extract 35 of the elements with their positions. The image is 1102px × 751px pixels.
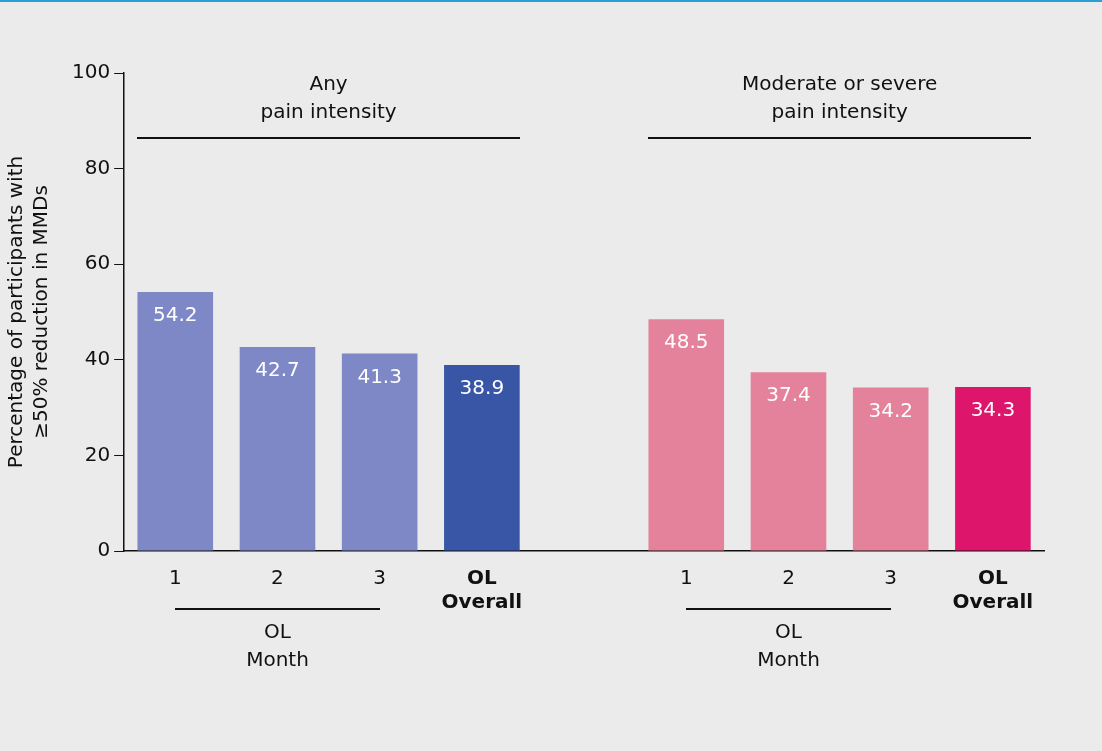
x-tick-label: 3 — [373, 565, 387, 590]
data-label: 42.7 — [255, 357, 300, 382]
y-tick-label: 100 — [71, 59, 111, 84]
annotation: Moderate or severe pain intensity — [741, 71, 938, 124]
annotation: Any pain intensity — [260, 71, 397, 124]
data-label: 38.9 — [459, 375, 505, 400]
text: OL Month — [246, 619, 309, 672]
y-tick-label: 20 — [84, 441, 111, 466]
bar — [341, 353, 418, 551]
data-label: 34.3 — [970, 397, 1016, 422]
bar — [852, 387, 929, 551]
x-tick-label: OL Overall — [441, 565, 523, 614]
x-tick-label: 1 — [679, 565, 693, 590]
x-tick-label: 1 — [168, 565, 182, 590]
x-tick-label: 2 — [271, 565, 284, 590]
y-axis-title: Percentage of participants with ≥50% reduction in MMDs — [2, 155, 52, 469]
y-tick-label: 60 — [84, 250, 111, 275]
data-label: 34.2 — [868, 397, 913, 422]
y-tick-label: 80 — [84, 154, 111, 179]
bar — [955, 387, 1031, 551]
data-label: 41.3 — [357, 363, 402, 388]
text: OL Month — [757, 619, 820, 672]
data-label: 37.4 — [766, 382, 811, 407]
bar — [137, 291, 214, 551]
bar — [750, 372, 827, 551]
x-tick-label: 2 — [782, 565, 795, 590]
data-label: 48.5 — [664, 329, 709, 354]
bar — [444, 365, 520, 551]
x-tick-label: OL Overall — [952, 565, 1034, 614]
y-tick-label: 40 — [84, 346, 111, 370]
data-label: 54.2 — [153, 302, 198, 327]
bar — [239, 346, 316, 551]
x-tick-label: 3 — [884, 565, 898, 590]
y-tick-label: 0 — [97, 537, 111, 562]
bar — [648, 319, 725, 551]
